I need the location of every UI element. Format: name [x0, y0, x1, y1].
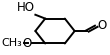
Text: HO: HO [16, 1, 34, 14]
Text: O: O [98, 19, 107, 32]
Text: CH₃: CH₃ [1, 38, 22, 49]
Text: O: O [22, 37, 31, 50]
